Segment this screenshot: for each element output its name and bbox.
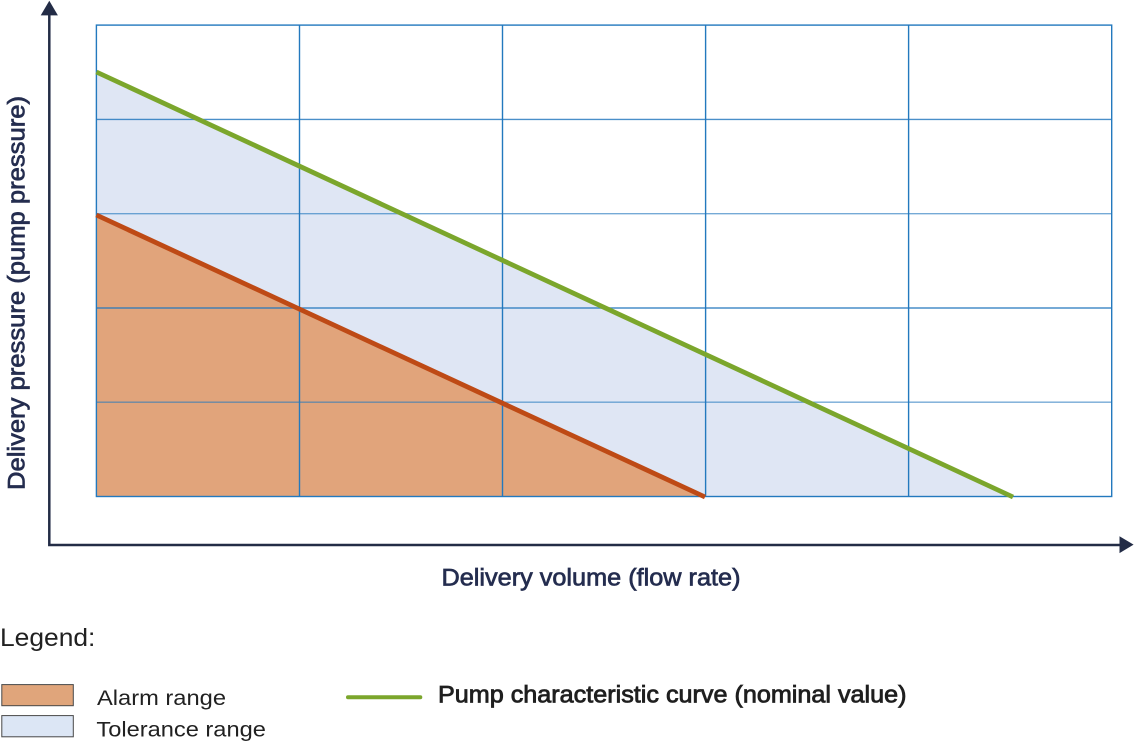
svg-text:Legend:: Legend: [0,624,95,652]
svg-text:Delivery volume (flow rate): Delivery volume (flow rate) [442,565,741,592]
svg-text:Alarm range: Alarm range [97,686,226,710]
svg-text:Tolerance range: Tolerance range [96,717,266,741]
svg-text:Delivery pressure (pump pressu: Delivery pressure (pump pressure) [4,96,31,490]
svg-text:Pump characteristic curve (nom: Pump characteristic curve (nominal value… [438,682,907,709]
